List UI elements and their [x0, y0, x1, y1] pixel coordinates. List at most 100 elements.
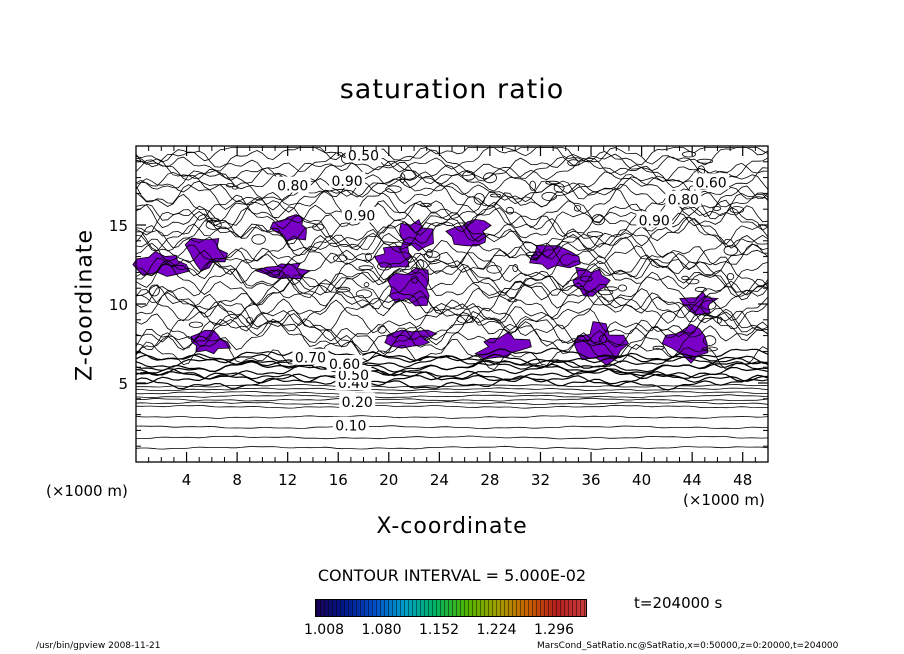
contour-line	[135, 224, 769, 269]
contour-label: 0.90	[344, 209, 375, 225]
x-tick-label: 40	[632, 471, 651, 489]
contour-label: 0.90	[639, 213, 670, 229]
contour-line	[135, 217, 769, 261]
contour-loop	[586, 231, 604, 237]
contour-loop	[486, 264, 502, 274]
contour-loop	[473, 193, 485, 205]
x-axis-label: X-coordinate	[376, 514, 528, 539]
contour-label: 0.60	[696, 175, 727, 191]
contour-line	[135, 278, 769, 324]
contour-loop	[599, 334, 608, 343]
contour-line	[135, 152, 769, 185]
supersaturated-region	[386, 267, 430, 307]
contour-loop	[717, 316, 722, 324]
contour-loop	[399, 173, 406, 184]
contour-loop	[456, 314, 474, 324]
contour-label: 0.60	[329, 357, 360, 373]
supersaturated-region	[679, 291, 719, 315]
contour-label: 0.50	[348, 148, 379, 164]
x-unit-left: (×1000 m)	[46, 482, 128, 500]
contour-label-bg	[332, 416, 369, 433]
supersaturated-region	[184, 237, 228, 272]
chart-title: saturation ratio	[339, 74, 565, 105]
time-label: t=204000 s	[634, 594, 723, 612]
supersaturated-region	[445, 218, 492, 247]
contour-label-bg	[693, 173, 730, 190]
contour-loop	[483, 172, 497, 184]
contour-line	[136, 383, 769, 388]
contour-line	[136, 231, 769, 275]
contour-loop	[505, 206, 515, 215]
contour-line	[135, 296, 769, 341]
contour-loop	[531, 254, 540, 259]
contour-line	[135, 147, 769, 179]
contour-loop	[729, 206, 745, 214]
contour-label-bg	[345, 146, 382, 163]
contour-loop	[681, 275, 689, 281]
x-tick-label: 32	[531, 471, 550, 489]
contour-loop	[385, 185, 402, 194]
contour-loop	[682, 151, 697, 158]
x-unit-right: (×1000 m)	[683, 491, 765, 509]
contour-loop	[652, 345, 665, 350]
contour-loop	[333, 254, 348, 263]
contour-loop	[363, 282, 370, 288]
contour-loop	[701, 346, 718, 352]
y-axis-ticks: 5 10 15	[109, 161, 768, 447]
contour-label: 0.70	[295, 351, 326, 367]
y-axis-label: Z-coordinate	[72, 229, 98, 381]
contour-label: 0.50	[338, 368, 369, 384]
contour-loop	[567, 159, 580, 167]
contour-line	[135, 242, 769, 288]
x-tick-label: 20	[379, 471, 398, 489]
y-tick-label: 15	[109, 217, 128, 235]
contour-label: 0.80	[277, 179, 308, 195]
contour-loop	[579, 275, 593, 282]
contour-loop	[251, 234, 266, 245]
contour-line	[135, 347, 769, 363]
contour-loop	[411, 266, 420, 273]
contour-loop	[225, 183, 235, 188]
contour-line	[135, 177, 769, 222]
contour-line	[135, 176, 769, 208]
contour-loop	[358, 265, 374, 271]
contour-label: 0.10	[335, 419, 366, 435]
contour-loop	[512, 264, 519, 273]
contour-line	[135, 183, 769, 229]
contour-loop	[267, 269, 281, 278]
contour-line	[135, 320, 769, 366]
contour-line	[135, 387, 769, 392]
contour-loop	[415, 259, 425, 270]
supersaturated-region	[529, 244, 581, 270]
contour-loop	[507, 298, 518, 303]
contour-line	[135, 171, 769, 205]
contour-loop	[426, 249, 433, 259]
contour-line	[135, 363, 769, 380]
contour-line	[135, 374, 769, 391]
contour-line	[135, 147, 769, 168]
contour-line	[136, 435, 769, 440]
contour-loop	[573, 205, 582, 212]
contour-loop	[545, 180, 560, 185]
contour-label-bg	[341, 206, 378, 223]
contour-loop	[312, 223, 325, 231]
x-tick-label: 16	[329, 471, 348, 489]
contour-loop	[148, 284, 160, 297]
contour-loop	[231, 185, 239, 190]
contour-label-bg	[665, 190, 702, 207]
contour-line	[135, 327, 769, 371]
contour-loop	[335, 286, 351, 293]
contour-loop	[489, 193, 502, 198]
x-tick-label: 8	[232, 471, 242, 489]
contour-loop	[419, 202, 432, 208]
colorbar-tick-label: 1.008	[303, 622, 345, 638]
contour-line	[135, 390, 768, 395]
contour-loop	[553, 183, 565, 193]
contour-loop	[702, 335, 717, 346]
contour-line	[135, 248, 769, 294]
contour-label-bg	[636, 211, 673, 228]
contour-loop	[723, 245, 739, 256]
contour-label: 0.80	[668, 193, 699, 209]
contour-loop	[462, 170, 476, 181]
y-tick-label: 5	[118, 375, 128, 393]
